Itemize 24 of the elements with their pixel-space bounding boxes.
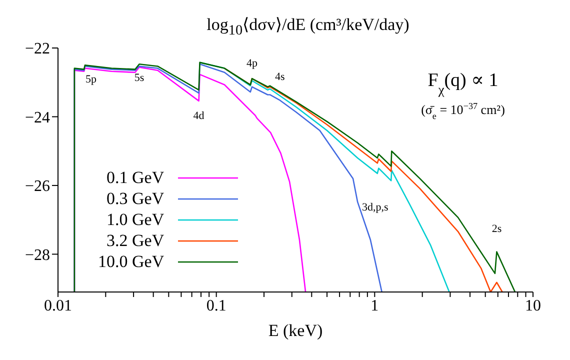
- annotation: 2s: [492, 222, 502, 235]
- x-tick-label: 0.01: [44, 297, 72, 314]
- y-tick-label: −24: [24, 109, 50, 126]
- annotation: 4d: [193, 110, 205, 122]
- annotation: 3d,p,s: [362, 202, 388, 214]
- y-tick-label: −26: [24, 178, 50, 196]
- x-tick-label: 10: [525, 297, 541, 314]
- annotation: 4p: [246, 58, 258, 70]
- annotation: (σ̄$_{e}$ = 10$^{−37}$ cm²): [421, 101, 505, 121]
- annotation: 4s: [275, 70, 285, 83]
- legend-label: 0.1 GeV: [106, 167, 164, 188]
- x-tick-label: 0.1: [206, 297, 226, 314]
- annotation: 5s: [134, 72, 144, 84]
- legend-label: 0.3 GeV: [106, 188, 164, 209]
- y-tick-label: −28: [24, 246, 50, 264]
- annotation: F$_{χ}$(q) ∝ 1: [428, 70, 498, 96]
- legend-label: 1.0 GeV: [106, 209, 164, 230]
- y-tick-label: −22: [24, 40, 50, 58]
- x-axis-title: E (keV): [268, 321, 323, 340]
- chart-title: log$_{10}$⟨dσv⟩/dE (cm³/keV/day): [206, 14, 410, 38]
- annotation: 5p: [85, 73, 97, 86]
- legend-label: 3.2 GeV: [106, 230, 164, 251]
- x-tick-label: 1: [370, 297, 379, 314]
- legend-label: 10.0 GeV: [98, 251, 164, 272]
